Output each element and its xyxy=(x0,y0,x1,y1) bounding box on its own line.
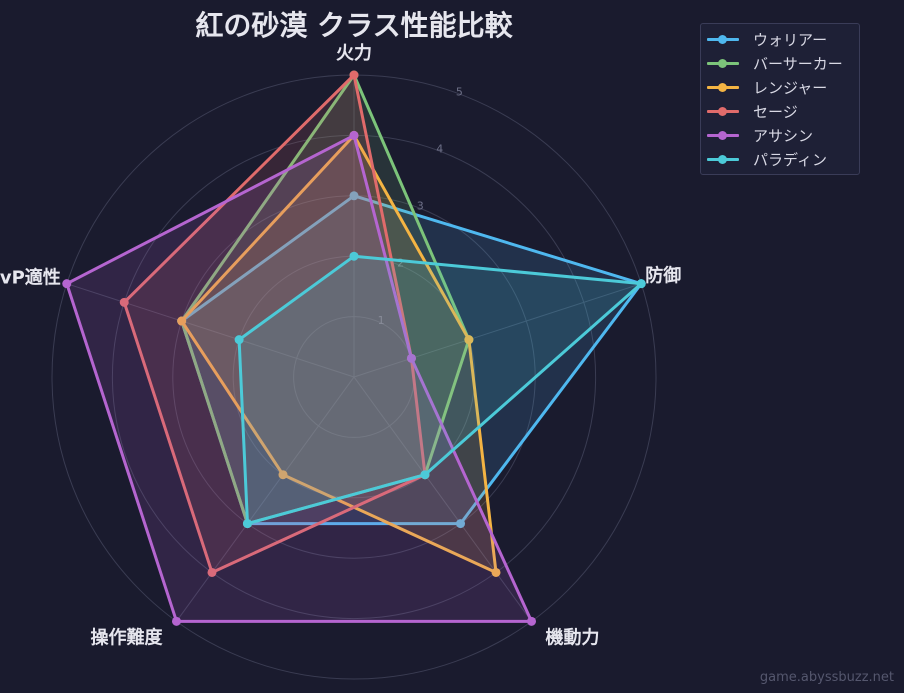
axis-label-4: PvP適性 xyxy=(0,267,61,289)
series-point-5-4 xyxy=(234,335,244,345)
legend-item-0: ウォリアー xyxy=(701,27,859,51)
axis-spoke-2 xyxy=(353,376,532,622)
legend-marker-4 xyxy=(718,131,727,140)
series-point-0-2 xyxy=(456,519,466,529)
axis-spoke-3 xyxy=(176,376,355,622)
series-point-3-0 xyxy=(349,70,359,80)
legend-item-4: アサシン xyxy=(701,123,859,147)
axis-label-0: 火力 xyxy=(336,43,372,64)
legend-label-1: バーサーカー xyxy=(753,55,843,73)
legend: ウォリアーバーサーカー レンジャーセージアサシンパラディン xyxy=(700,23,860,175)
series-point-4-0 xyxy=(349,130,359,140)
series-point-3-4 xyxy=(119,297,129,307)
legend-marker-2 xyxy=(718,83,727,92)
chart-title: 紅の砂漠 クラス性能比較 xyxy=(195,9,513,42)
series-point-4-2 xyxy=(527,616,537,626)
series-point-4-3 xyxy=(171,616,181,626)
legend-marker-3 xyxy=(718,107,727,116)
legend-marker-0 xyxy=(718,35,727,44)
series-point-2-3 xyxy=(278,470,288,480)
radial-tick-label-3: 3 xyxy=(417,200,424,213)
series-area-5 xyxy=(237,254,643,526)
series-area-4 xyxy=(65,133,534,623)
legend-marker-1 xyxy=(718,59,727,68)
series-point-2-1 xyxy=(464,335,474,345)
legend-item-5: パラディン xyxy=(701,147,859,171)
axis-spoke-1 xyxy=(353,283,642,378)
legend-label-0: ウォリアー xyxy=(753,31,828,49)
series-point-0-0 xyxy=(349,191,359,201)
axis-label-2: 機動力 xyxy=(546,626,600,648)
radial-tick-label-4: 4 xyxy=(436,142,443,155)
series-point-3-3 xyxy=(207,567,217,577)
legend-label-2: レンジャー xyxy=(753,79,828,97)
series-area-2 xyxy=(180,133,498,574)
series-point-4-1 xyxy=(406,353,416,363)
radial-tick-label-2: 2 xyxy=(397,257,404,270)
series-point-4-4 xyxy=(62,279,72,289)
radial-tick-label-1: 1 xyxy=(378,314,385,327)
legend-label-5: パラディン xyxy=(753,151,827,169)
series-point-2-2 xyxy=(491,567,501,577)
legend-marker-5 xyxy=(718,155,727,164)
series-area-3 xyxy=(122,73,427,574)
axis-label-1: 防御 xyxy=(645,265,681,287)
axis-spoke-4 xyxy=(66,283,355,378)
series-point-5-0 xyxy=(349,251,359,261)
watermark: game.abyssbuzz.net xyxy=(759,670,894,685)
legend-item-1: バーサーカー xyxy=(701,51,859,75)
series-point-5-1 xyxy=(636,279,646,289)
series-point-5-2 xyxy=(420,470,430,480)
legend-item-2: レンジャー xyxy=(701,75,859,99)
legend-label-3: セージ xyxy=(753,103,798,121)
series-point-5-3 xyxy=(242,519,252,529)
series-point-2-4 xyxy=(177,316,187,326)
legend-label-4: アサシン xyxy=(753,127,814,145)
axis-label-3: 操作難度 xyxy=(90,626,163,648)
legend-item-3: セージ xyxy=(701,99,859,123)
radial-tick-label-5: 5 xyxy=(456,85,463,98)
